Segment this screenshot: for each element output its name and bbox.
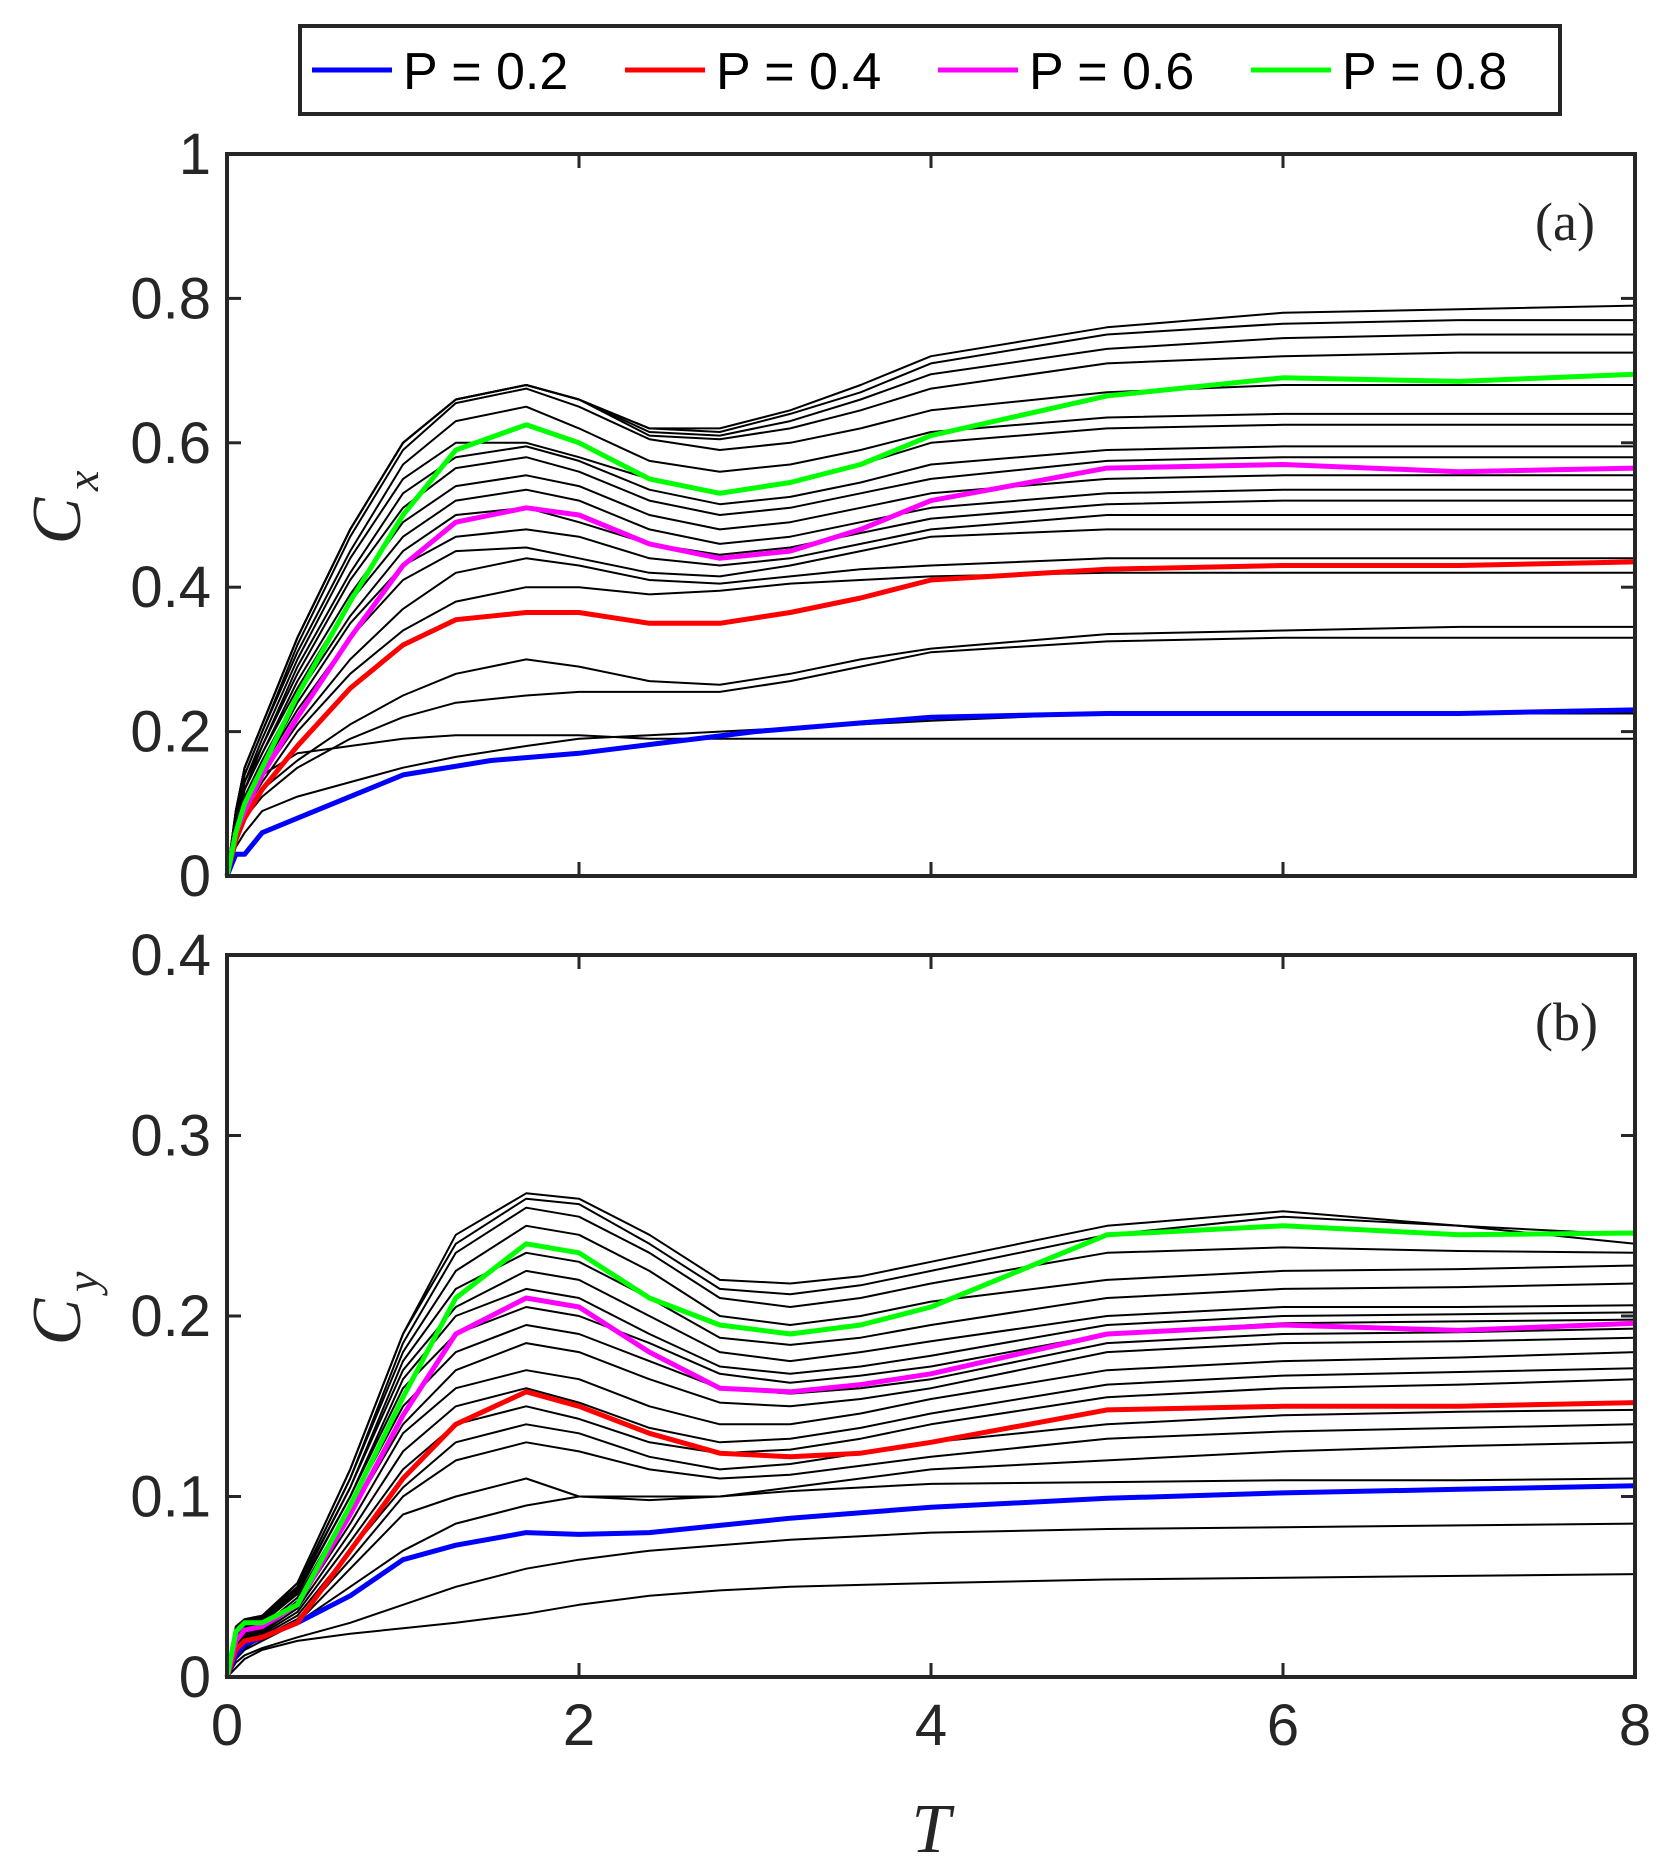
panel-a-ylabel-sub: x	[57, 470, 108, 492]
panel-a-y-tick-label: 1	[179, 122, 211, 187]
legend-entry-p04: P = 0.4	[625, 43, 881, 101]
legend-label-p02: P = 0.2	[403, 43, 568, 101]
panel-a-background-curve-3	[226, 636, 1635, 877]
panel-b-ylabel-main: C	[19, 1297, 96, 1345]
legend-entry-p02: P = 0.2	[312, 43, 568, 101]
panel-b-y-tick-label: 0.2	[130, 1284, 211, 1349]
panel-b-ticks: 0 2 4 6 8 0 0.1 0.2 0.3 0.4	[130, 923, 1651, 1758]
x-axis-label: T	[912, 1791, 956, 1868]
panel-a-series-08	[224, 371, 1636, 877]
panel-a-ylabel: C x	[19, 470, 108, 544]
panel-b-background-curve-9	[226, 1351, 1636, 1678]
panel-a-background-curve-20	[226, 304, 1636, 877]
panel-a-y-tick-label: 0.6	[130, 411, 211, 476]
panel-a-y-tick-label: 0.8	[130, 266, 211, 331]
legend-entry-p06: P = 0.6	[938, 43, 1194, 101]
x-tick-label: 4	[915, 1693, 947, 1758]
panel-a-series-02	[224, 707, 1636, 877]
panel-a-background-curve-5	[226, 571, 1635, 877]
legend-label-p08: P = 0.8	[1342, 43, 1507, 101]
legend-label-p04: P = 0.4	[716, 43, 881, 101]
panel-b-y-tick-label: 0.3	[130, 1104, 211, 1169]
legend: P = 0.2 P = 0.4 P = 0.6 P = 0.8	[298, 24, 1562, 116]
legend-box	[298, 24, 1562, 116]
panel-a-y-tick-label: 0	[179, 844, 211, 909]
x-tick-label: 8	[1619, 1693, 1651, 1758]
panel-b-ylabel: C y	[19, 1271, 108, 1345]
x-tick-label: 0	[211, 1693, 243, 1758]
panel-a-ticks: 0 0.2 0.4 0.6 0.8 1	[130, 122, 1637, 909]
panel-b-series-08	[224, 1223, 1636, 1678]
panel-b-background-curve-7	[226, 1378, 1636, 1678]
panel-b-background-curve-19	[226, 1192, 1636, 1678]
panel-a-background-curve-16	[226, 384, 1635, 877]
panel-a-series-04	[224, 559, 1636, 877]
panel-b-y-tick-label: 0.4	[130, 923, 211, 988]
panel-b-background-curve-1	[226, 1573, 1636, 1678]
x-tick-label: 2	[563, 1693, 595, 1758]
panel-b-y-tick-label: 0	[179, 1645, 211, 1710]
panel-a-ylabel-main: C	[19, 496, 96, 544]
panel-b-background-curve-8	[226, 1367, 1636, 1678]
panel-b-ylabel-sub: y	[57, 1271, 108, 1296]
panel-b-label: (b)	[1535, 992, 1598, 1052]
panel-a-background-curve-13	[226, 445, 1635, 877]
panel-a-series	[224, 304, 1636, 877]
panel-b-series	[224, 1192, 1636, 1678]
panel-b-background-curve-16	[226, 1224, 1636, 1678]
panel-b-series-06	[224, 1295, 1636, 1678]
panel-a-y-tick-label: 0.4	[130, 555, 211, 620]
panel-a-background-curve-14	[226, 423, 1635, 877]
legend-entry-p08: P = 0.8	[1251, 43, 1507, 101]
panel-a-label: (a)	[1535, 192, 1595, 252]
panel-b-series-04	[224, 1389, 1636, 1678]
panel-b: 0 2 4 6 8 0 0.1 0.2 0.3 0.4 (b) C y T	[19, 923, 1651, 1868]
x-tick-label: 6	[1267, 1693, 1299, 1758]
panel-b-background-curve-2	[226, 1522, 1636, 1678]
panel-a-background-curve-11	[226, 474, 1635, 877]
panel-b-y-tick-label: 0.1	[130, 1465, 211, 1530]
panel-a-background-curve-9	[226, 499, 1635, 877]
panel-a-y-tick-label: 0.2	[130, 700, 211, 765]
panel-a-series-06	[224, 462, 1636, 877]
panel-a: 0 0.2 0.4 0.6 0.8 1 (a) C x	[19, 122, 1637, 909]
legend-label-p06: P = 0.6	[1029, 43, 1194, 101]
